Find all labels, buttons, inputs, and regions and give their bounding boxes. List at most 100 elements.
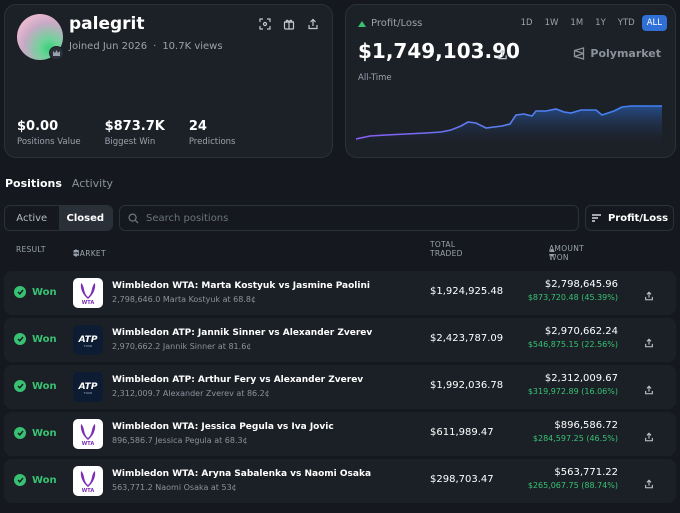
pnl-header: Profit/Loss xyxy=(358,18,422,29)
wta-logo-icon: WTA xyxy=(73,419,103,449)
check-circle-icon xyxy=(14,286,26,298)
profile-meta: Joined Jun 2026 · 10.7K views xyxy=(69,41,223,52)
result-label: Won xyxy=(32,333,57,345)
total-traded: $1,992,036.78 xyxy=(430,380,504,391)
profit-amount: $265,067.75 (88.74%) xyxy=(527,481,618,490)
col-traded-label: TOTAL TRADED xyxy=(430,240,463,258)
market-title[interactable]: Wimbledon ATP: Arthur Fery vs Alexander … xyxy=(112,375,364,385)
table-row[interactable]: Won ATP TOUR Wimbledon ATP: Arthur Fery v… xyxy=(4,365,676,409)
profile-actions xyxy=(258,17,320,31)
market-title[interactable]: Wimbledon ATP: Jannik Sinner vs Alexande… xyxy=(112,328,373,338)
stat-biggest-win: $873.7K Biggest Win xyxy=(105,119,165,147)
stat-label: Biggest Win xyxy=(104,137,156,147)
wta-logo-icon: WTA xyxy=(73,278,103,308)
table-row[interactable]: Won ATP TOUR Wimbledon ATP: Jannik Sinner… xyxy=(4,318,676,362)
share-icon[interactable] xyxy=(306,17,320,31)
market-position: 2,798,646.0 Marta Kostyuk at 68.8¢ xyxy=(112,295,257,304)
result-label: Won xyxy=(32,427,57,439)
joined-date: Joined Jun 2026 xyxy=(69,41,148,52)
range-1w[interactable]: 1W xyxy=(544,18,559,28)
col-market-label: MARKET xyxy=(73,248,106,258)
table-row[interactable]: Won WTA Wimbledon WTA: Jessica Pegula vs… xyxy=(4,412,676,456)
range-1y[interactable]: 1Y xyxy=(595,18,606,28)
pnl-card: Profit/Loss 1D 1W 1M 1Y YTD ALL $1,749,1… xyxy=(345,4,676,158)
profit-amount: $319,972.89 (16.06%) xyxy=(527,387,618,396)
share-icon[interactable] xyxy=(644,333,654,352)
market-title[interactable]: Wimbledon WTA: Aryna Sabalenka vs Naomi … xyxy=(112,469,372,479)
scan-icon[interactable] xyxy=(258,17,272,31)
amount-won-cell: $2,798,645.96 $873,720.48 (45.39%) xyxy=(528,279,618,302)
total-traded: $1,924,925.48 xyxy=(430,286,504,297)
range-ytd[interactable]: YTD xyxy=(617,18,635,28)
tab-positions[interactable]: Positions xyxy=(5,177,62,190)
meta-separator: · xyxy=(153,41,157,52)
svg-text:WTA: WTA xyxy=(82,441,95,446)
pnl-label: Profit/Loss xyxy=(371,18,423,29)
profile-card: palegrit Joined Jun 2026 · 10.7K views $… xyxy=(4,4,333,158)
svg-text:ATP: ATP xyxy=(78,382,98,392)
toggle-closed[interactable]: Closed xyxy=(58,206,112,230)
wta-logo-icon: WTA xyxy=(73,466,103,496)
result-cell: Won xyxy=(14,380,57,392)
check-circle-icon xyxy=(14,427,26,439)
market-position: 2,970,662.2 Jannik Sinner at 81.6¢ xyxy=(112,342,252,351)
svg-text:ATP: ATP xyxy=(78,335,98,345)
tab-activity[interactable]: Activity xyxy=(71,177,114,190)
total-traded: $2,423,787.09 xyxy=(430,333,504,344)
view-count: 10.7K views xyxy=(162,41,223,52)
pnl-line xyxy=(356,105,662,140)
profit-loss-sort-button[interactable]: Profit/Loss xyxy=(585,205,674,231)
brand-name: Polymarket xyxy=(590,47,661,60)
col-result-label: RESULT xyxy=(16,244,46,254)
profit-amount: $284,597.25 (46.5%) xyxy=(532,434,618,443)
result-cell: Won xyxy=(14,427,57,439)
share-icon[interactable] xyxy=(644,474,654,493)
market-title[interactable]: Wimbledon WTA: Jessica Pegula vs Iva Jov… xyxy=(112,422,334,432)
share-icon[interactable] xyxy=(644,427,654,446)
amount-won-cell: $2,312,009.67 $319,972.89 (16.06%) xyxy=(528,373,618,396)
stat-positions-value: $0.00 Positions Value xyxy=(17,119,81,147)
amount-won-cell: $896,586.72 $284,597.25 (46.5%) xyxy=(533,420,618,443)
market-position: 2,312,009.7 Alexander Zverev at 86.2¢ xyxy=(112,389,270,398)
username: palegrit xyxy=(69,14,145,34)
range-1d[interactable]: 1D xyxy=(520,18,533,28)
share-icon[interactable] xyxy=(644,286,654,305)
range-selector: 1D 1W 1M 1Y YTD ALL xyxy=(516,15,667,31)
search-input[interactable] xyxy=(146,212,546,224)
table-row[interactable]: Won WTA Wimbledon WTA: Aryna Sabalenka v… xyxy=(4,459,676,503)
sort-updown-icon xyxy=(73,249,79,257)
svg-text:WTA: WTA xyxy=(82,488,95,493)
main-tabs: Positions Activity xyxy=(5,177,113,190)
pnl-value: $1,749,103.90 xyxy=(358,39,520,63)
stat-label: Predictions xyxy=(188,137,236,147)
check-circle-icon xyxy=(14,333,26,345)
range-1m[interactable]: 1M xyxy=(570,18,584,28)
sort-updown-icon xyxy=(549,249,555,257)
polymarket-logo-icon xyxy=(574,47,585,60)
toggle-active[interactable]: Active xyxy=(16,212,48,224)
share-icon[interactable] xyxy=(644,380,654,399)
result-cell: Won xyxy=(14,286,57,298)
amount-won: $2,312,009.67 xyxy=(544,373,618,384)
search-icon xyxy=(128,212,139,224)
total-traded: $611,989.47 xyxy=(430,427,494,438)
amount-won-cell: $2,970,662.24 $546,875.15 (22.56%) xyxy=(528,326,618,349)
col-market[interactable]: MARKET xyxy=(73,249,106,258)
amount-won: $563,771.22 xyxy=(554,467,618,478)
svg-text:TOUR: TOUR xyxy=(83,391,92,395)
period-label: All-Time xyxy=(358,73,392,83)
share-icon[interactable] xyxy=(497,45,508,64)
market-position: 563,771.2 Naomi Osaka at 53¢ xyxy=(112,483,237,492)
stat-value: 24 xyxy=(188,119,207,134)
profit-amount: $873,720.48 (45.39%) xyxy=(527,293,618,302)
market-title[interactable]: Wimbledon WTA: Marta Kostyuk vs Jasmine … xyxy=(112,281,370,291)
check-circle-icon xyxy=(14,380,26,392)
gift-icon[interactable] xyxy=(282,17,296,31)
col-amount-won[interactable]: AMOUNT WON xyxy=(549,244,584,262)
up-triangle-icon xyxy=(358,20,366,27)
table-header: RESULT MARKET TOTAL TRADED AMOUNT WON xyxy=(0,240,680,262)
table-row[interactable]: Won WTA Wimbledon WTA: Marta Kostyuk vs … xyxy=(4,271,676,315)
range-all[interactable]: ALL xyxy=(641,15,667,31)
atp-logo-icon: ATP TOUR xyxy=(73,372,103,402)
